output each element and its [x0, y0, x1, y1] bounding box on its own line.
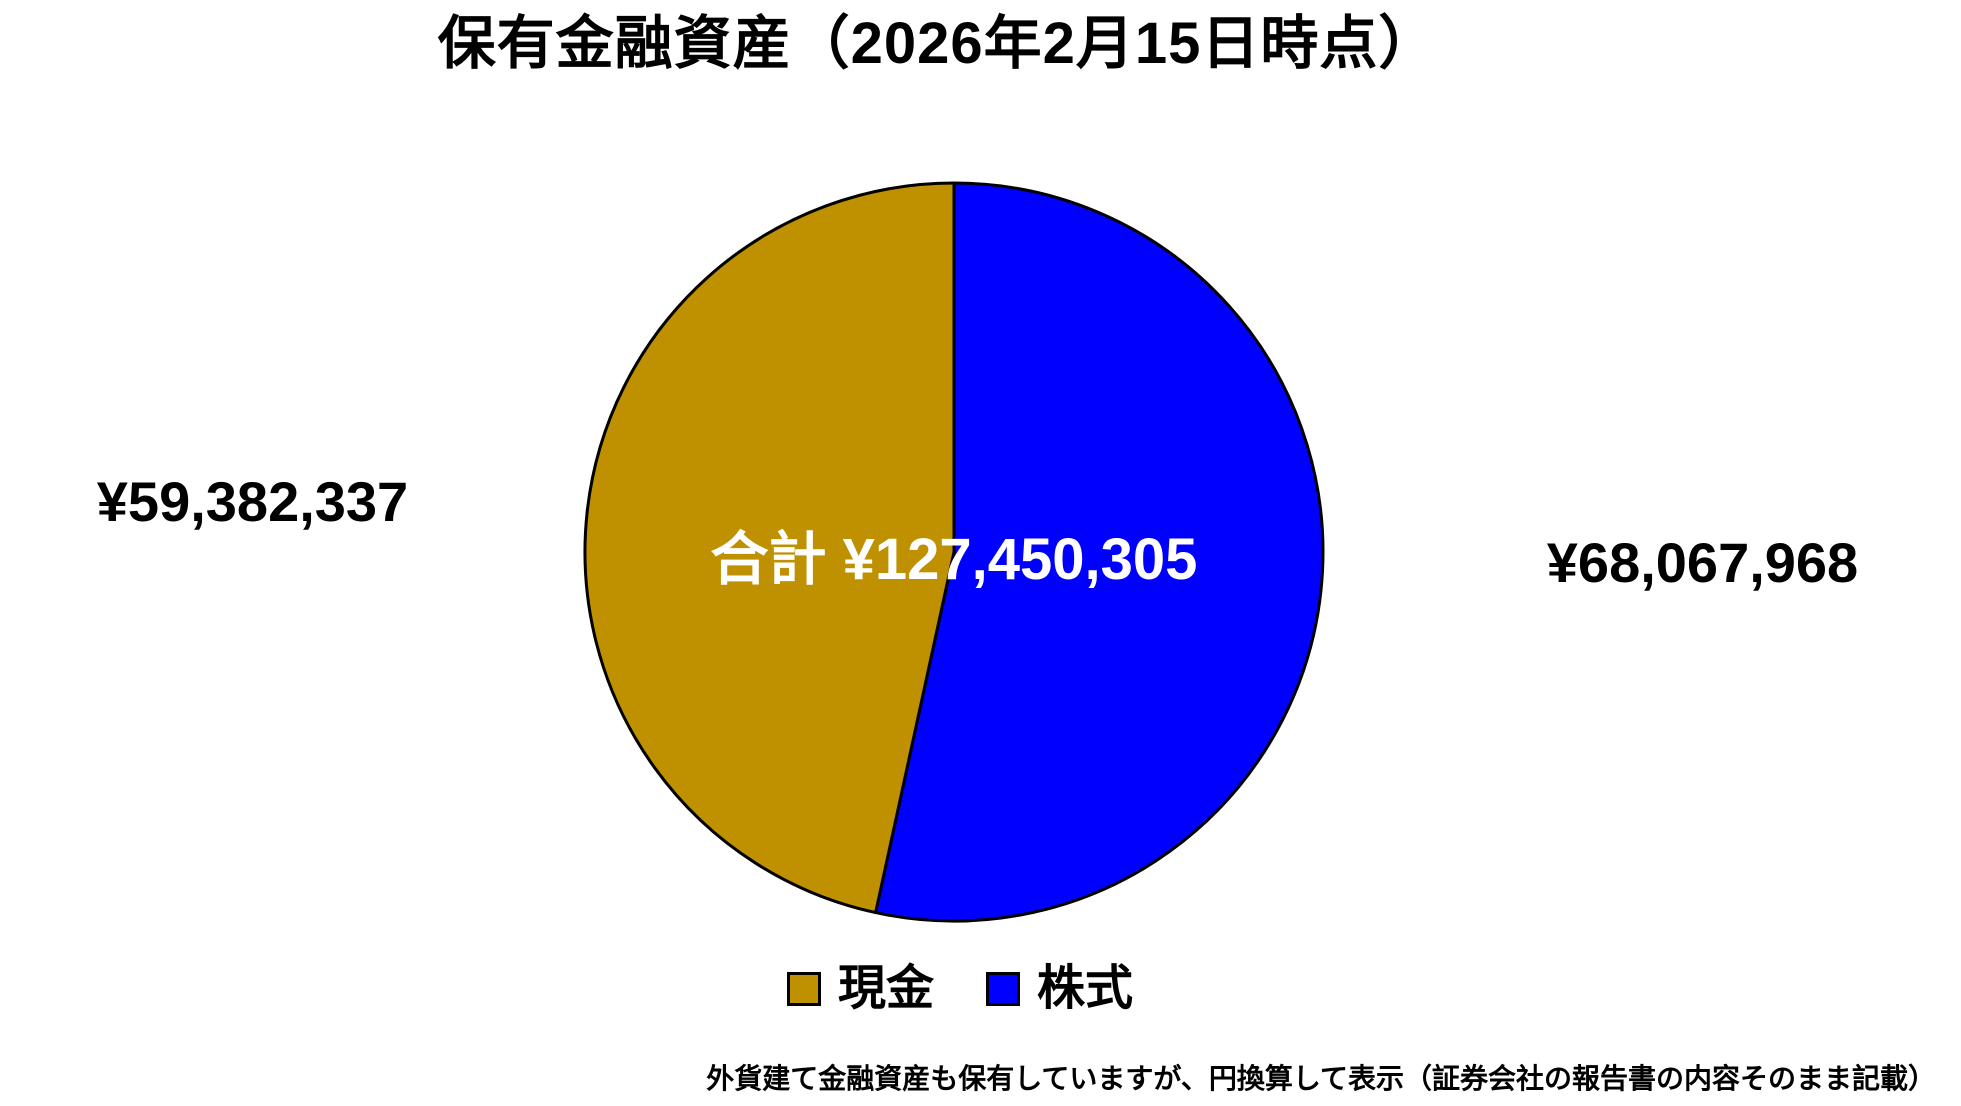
legend-label-stock: 株式	[1037, 962, 1134, 1015]
legend-item-cash: 現金	[786, 962, 934, 1015]
pie-chart	[583, 181, 1325, 923]
stock-swatch-icon	[986, 972, 1020, 1006]
legend-label-cash: 現金	[837, 962, 934, 1015]
cash-value-label: ¥59,382,337	[96, 470, 409, 533]
legend-item-stock: 株式	[986, 965, 1133, 1013]
legend: 現金 株式	[0, 965, 1920, 1013]
pie-slice-株式	[874, 181, 1325, 923]
pie-slice-現金	[583, 181, 956, 915]
stock-value-label: ¥68,067,968	[1546, 531, 1859, 594]
cash-swatch-icon	[786, 972, 821, 1006]
chart-title: 保有金融資産（2026年2月15日時点）	[437, 11, 1438, 76]
footnote: 外貨建て金融資産も保有していますが、円換算して表示（証券会社の報告書の内容そのま…	[706, 1063, 1936, 1094]
